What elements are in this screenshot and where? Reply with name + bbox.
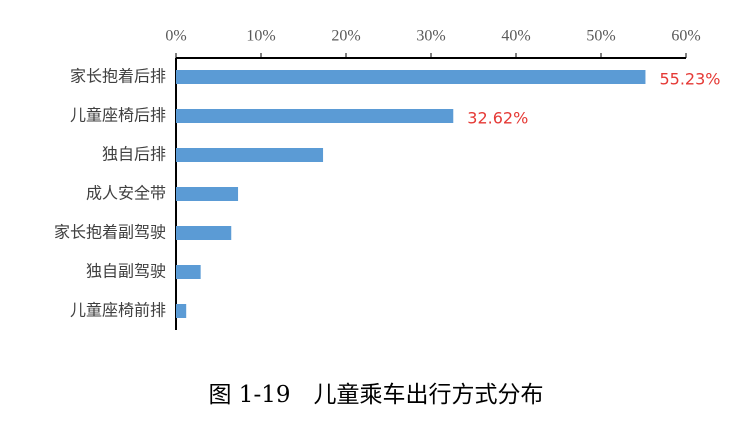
x-tick-label: 60%: [671, 28, 700, 45]
y-tick-label: 成人安全带: [86, 184, 166, 203]
bar: [176, 148, 324, 162]
bar: [176, 187, 239, 201]
y-tick-label: 独自副驾驶: [86, 262, 166, 281]
x-tick-label: 10%: [246, 28, 275, 45]
y-tick-label: 家长抱着副驾驶: [54, 223, 166, 242]
y-tick-label: 家长抱着后排: [70, 67, 166, 86]
x-tick-label: 0%: [165, 28, 186, 45]
y-tick-label: 儿童座椅后排: [70, 106, 166, 125]
bar: [176, 265, 201, 279]
x-tick-label: 30%: [416, 28, 445, 45]
y-tick-label: 儿童座椅前排: [70, 301, 166, 320]
x-tick-label: 50%: [586, 28, 615, 45]
caption: 图 1-19 儿童乘车出行方式分布: [209, 382, 544, 408]
bar: [176, 109, 454, 123]
bar: [176, 226, 232, 240]
data-label: 55.23%: [659, 70, 720, 89]
bar: [176, 70, 646, 84]
data-label: 32.62%: [467, 109, 528, 128]
x-tick-label: 40%: [501, 28, 530, 45]
y-tick-label: 独自后排: [102, 145, 166, 164]
bar: [176, 304, 187, 318]
x-tick-label: 20%: [331, 28, 360, 45]
